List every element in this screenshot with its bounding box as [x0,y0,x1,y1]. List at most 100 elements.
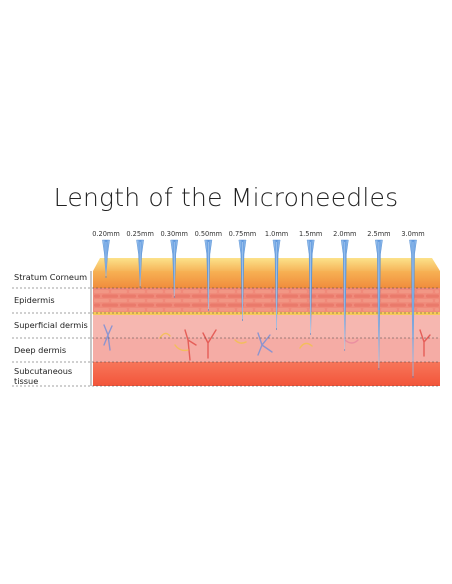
epidermis-cell [165,299,181,303]
epidermis-cell [192,294,208,298]
layer-label-epidermis: Epidermis [14,295,55,305]
needle-length-label: 0.75mm [229,230,257,238]
vessel-path [174,344,189,352]
epidermis-cell [174,303,190,307]
epidermis-cell [255,308,271,312]
layer-label-deep-dermis: Deep dermis [14,345,67,355]
microneedle: 2.5mm [367,230,391,371]
epidermis-cell [318,303,334,307]
needle-length-label: 0.30mm [160,230,188,238]
epidermis-cell [300,294,316,298]
vessel-path [344,339,359,344]
needle-length-label: 0.25mm [126,230,154,238]
epidermis-cell [255,299,271,303]
stratum-corneum-layer [93,271,440,288]
needle-length-label: 1.5mm [299,230,322,238]
epidermis-cell [327,299,343,303]
epidermis-cell [273,290,289,294]
epidermis-cell [399,308,415,312]
skin-top-surface [93,258,440,271]
epidermis-cell [399,290,415,294]
epidermis-cell [273,308,289,312]
epidermis-cell [354,294,370,298]
deep-dermis-layer [93,338,440,362]
microneedle: 0.20mm [92,230,120,279]
epidermis-cell [156,303,172,307]
epidermis-cell [246,294,262,298]
epidermis-cell [291,299,307,303]
epidermis-cell [426,303,439,307]
skin-block [93,258,440,386]
epidermis-cell [408,303,424,307]
epidermis-cell [228,303,244,307]
epidermis-cell [282,303,298,307]
epidermis-cell [417,308,433,312]
epidermis-cell [201,308,217,312]
epidermis-cell [318,294,334,298]
epidermis-cell [390,294,406,298]
epidermis-cell [417,290,433,294]
epidermis-cell [147,308,163,312]
epidermis-cell [219,290,235,294]
epidermis-cell [219,299,235,303]
epidermis-cell [120,294,136,298]
microneedles: 0.20mm 0.25mm 0.30mm 0.50mm 0.75mm 1.0mm 1.5mm… [92,230,425,379]
epidermis-cell [363,299,379,303]
subcutaneous-layer [93,362,440,386]
epidermis-cell [138,303,154,307]
vessel-path [257,332,273,356]
vessel-path [184,329,197,361]
microneedle: 0.75mm [229,230,257,322]
epidermis-cell [156,294,172,298]
needle-length-label: 0.50mm [195,230,223,238]
vessel-path [103,324,113,351]
microneedle: 0.25mm [126,230,154,289]
epidermis-cell [435,290,439,294]
microneedle: 3.0mm [401,230,425,379]
epidermis-cell [111,290,127,294]
epidermis-cell [381,308,397,312]
layer-label-subcutaneous: Subcutaneous tissue [14,366,73,386]
epidermis-cell [237,308,253,312]
epidermis-cell [183,299,199,303]
epidermis-cell [273,299,289,303]
epidermis-cell [147,299,163,303]
epidermis-cell [120,303,136,307]
epidermis-cell [345,299,361,303]
epidermis-cell [381,290,397,294]
epidermis-cell [408,294,424,298]
epidermis-texture [94,290,439,312]
epidermis-cell [264,303,280,307]
layer-label-stratum-corneum: Stratum Corneum [14,272,88,282]
microneedle: 0.30mm [160,230,188,299]
epidermis-cell [183,290,199,294]
epidermis-cell [246,303,262,307]
epidermis-cell [94,299,109,303]
epidermis-cell [417,299,433,303]
blood-vessels [103,324,431,361]
epidermis-cell [309,308,325,312]
epidermis-cell [435,299,439,303]
epidermis-cell [129,308,145,312]
epidermis-cell [228,294,244,298]
epidermis-cell [381,299,397,303]
diagram-title: Length of the Microneedles [53,183,399,212]
epidermis-cell [147,290,163,294]
epidermis-cell [345,290,361,294]
epidermis-cell [165,308,181,312]
epidermis-cell [327,290,343,294]
epidermis-cell [210,294,226,298]
vessel-path [202,329,217,359]
epidermis-cell [94,290,109,294]
epidermis-cell [111,299,127,303]
epidermis-cell [237,290,253,294]
epidermis-cell [192,303,208,307]
vessel-path [299,342,313,349]
needle-length-label: 0.20mm [92,230,120,238]
epidermis-cell [165,290,181,294]
epidermis-cell [399,299,415,303]
epidermis-cell [345,308,361,312]
epidermis-cell [237,299,253,303]
microneedle: 1.0mm [265,230,288,331]
